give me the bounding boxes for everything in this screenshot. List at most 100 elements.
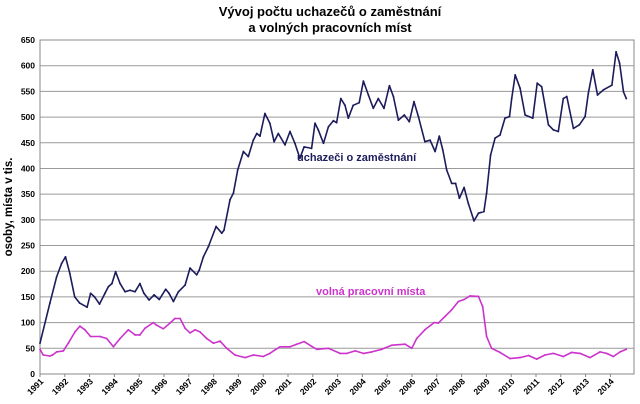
data-point xyxy=(247,155,250,158)
data-point xyxy=(477,295,480,298)
data-point xyxy=(220,232,223,235)
data-point xyxy=(441,149,444,151)
data-point xyxy=(540,85,543,88)
data-point xyxy=(51,354,54,356)
data-point xyxy=(268,352,271,355)
data-point xyxy=(127,328,130,331)
data-point xyxy=(429,139,432,142)
data-point xyxy=(104,292,106,295)
data-point xyxy=(155,324,158,327)
y-tick-label: 100 xyxy=(21,318,35,328)
data-point xyxy=(195,273,198,276)
data-point xyxy=(589,356,591,359)
y-tick-labels: 0 50 100 150 200 250 300 350 400 450 500 550 600 650 xyxy=(21,35,35,379)
data-point xyxy=(274,348,277,351)
data-point xyxy=(467,202,470,205)
data-point xyxy=(322,142,325,145)
x-tick-label: 2007 xyxy=(422,376,443,397)
data-point xyxy=(605,352,608,355)
series-label-uchazeci: uchazeči o zaměstnání xyxy=(297,152,417,164)
data-point xyxy=(557,130,560,133)
y-tick-label: 150 xyxy=(21,292,35,302)
data-point xyxy=(565,95,568,98)
data-point xyxy=(354,349,357,352)
data-point xyxy=(189,267,191,270)
data-point xyxy=(408,120,411,123)
data-point xyxy=(335,121,338,124)
data-point xyxy=(105,337,108,340)
data-point xyxy=(339,97,342,100)
data-point xyxy=(303,340,306,343)
data-point xyxy=(174,317,176,320)
data-point xyxy=(172,300,175,303)
data-point xyxy=(303,145,306,148)
data-point xyxy=(485,192,488,195)
data-point xyxy=(458,197,461,200)
data-point xyxy=(284,143,286,146)
data-point xyxy=(215,225,217,228)
data-point xyxy=(514,74,517,76)
data-point xyxy=(168,292,170,295)
data-point xyxy=(437,322,440,325)
data-point xyxy=(473,219,475,222)
data-point xyxy=(415,337,418,340)
x-tick-label: 2009 xyxy=(471,376,492,397)
data-point xyxy=(612,355,615,358)
data-point xyxy=(347,117,350,120)
x-tick-label: 2005 xyxy=(372,376,393,397)
data-point xyxy=(198,269,201,272)
data-point xyxy=(485,335,488,338)
data-point xyxy=(259,135,261,137)
data-point xyxy=(578,123,581,126)
data-point xyxy=(536,82,539,85)
data-point xyxy=(162,327,165,330)
x-tick-label: 2014 xyxy=(595,376,616,397)
data-point xyxy=(477,212,480,215)
data-point xyxy=(179,317,182,320)
data-point xyxy=(262,355,265,358)
data-point xyxy=(390,344,393,347)
data-point xyxy=(207,245,210,248)
data-point xyxy=(114,270,117,273)
data-point xyxy=(55,351,58,353)
data-point xyxy=(519,87,522,90)
data-point xyxy=(499,351,501,354)
data-point xyxy=(494,137,496,140)
data-point xyxy=(327,125,330,128)
data-point xyxy=(527,354,530,357)
data-point xyxy=(86,306,89,309)
y-tick-label: 500 xyxy=(21,112,35,122)
y-tick-label: 0 xyxy=(30,369,35,379)
data-point xyxy=(362,352,365,355)
data-point xyxy=(93,296,96,298)
x-tick-label: 2004 xyxy=(347,376,368,397)
data-point xyxy=(184,327,186,330)
data-point xyxy=(450,308,453,311)
data-point xyxy=(552,352,555,355)
data-point xyxy=(596,94,599,96)
data-point xyxy=(169,322,171,325)
x-tick-label: 1999 xyxy=(223,376,244,397)
data-point xyxy=(289,130,291,133)
data-point xyxy=(562,355,565,358)
data-point xyxy=(599,351,601,353)
data-point xyxy=(508,115,511,118)
y-tick-label: 200 xyxy=(21,266,35,276)
data-point xyxy=(255,132,258,135)
data-point xyxy=(397,119,400,122)
data-point xyxy=(242,150,245,153)
x-tick-label: 2006 xyxy=(397,376,418,397)
data-point xyxy=(152,321,155,324)
data-point xyxy=(438,135,441,137)
plot-area-border xyxy=(39,39,635,375)
data-point xyxy=(615,50,618,53)
data-point xyxy=(294,142,296,145)
data-point xyxy=(119,282,122,285)
data-point xyxy=(622,90,625,93)
x-tick-label: 2011 xyxy=(521,376,541,396)
x-tick-label: 2010 xyxy=(496,376,517,397)
data-point xyxy=(392,95,395,98)
data-point xyxy=(339,352,341,355)
data-point xyxy=(74,330,76,333)
